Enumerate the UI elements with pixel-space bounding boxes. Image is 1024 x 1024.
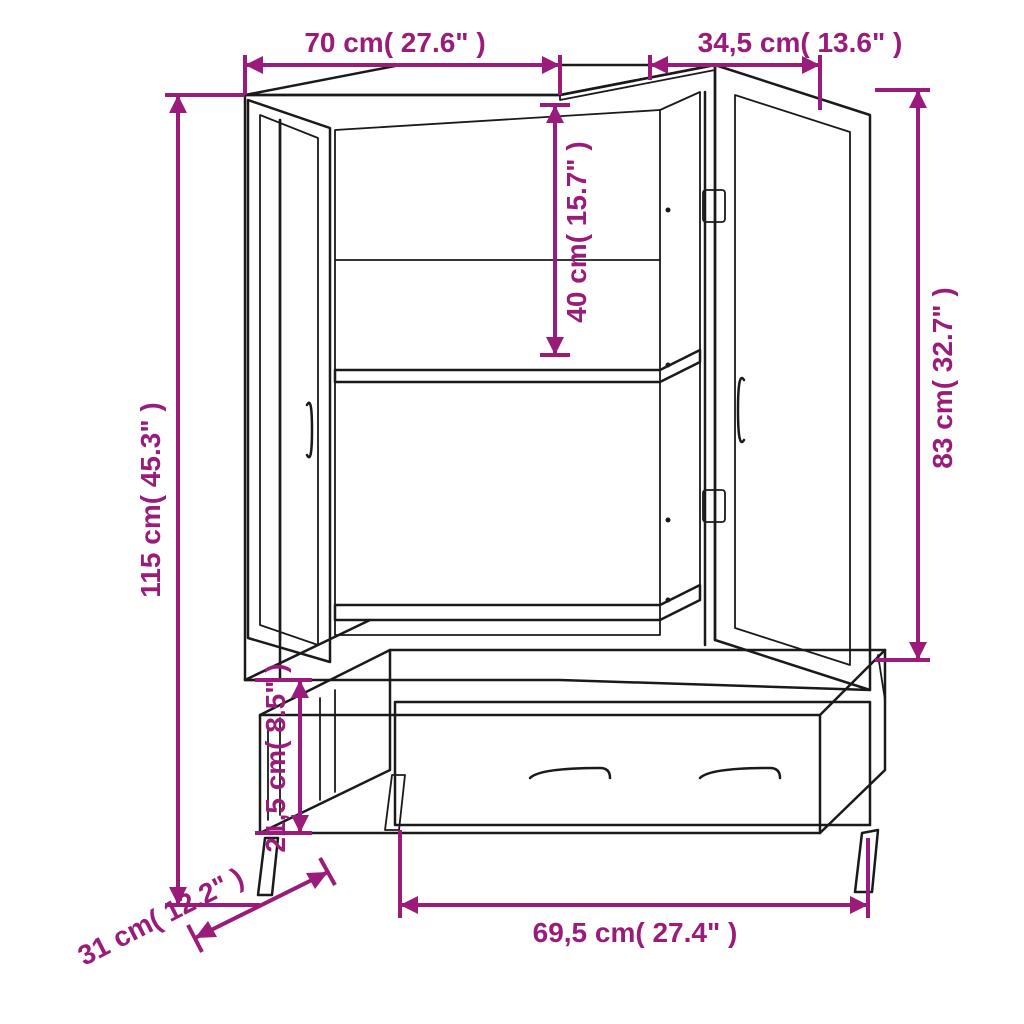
label-top-width: 70 cm( 27.6" )	[304, 27, 485, 58]
label-top-depth: 34,5 cm( 13.6" )	[698, 27, 903, 58]
label-total-height: 115 cm( 45.3" )	[135, 402, 166, 597]
label-bottom-width: 69,5 cm( 27.4" )	[533, 917, 738, 948]
dimension-diagram: 70 cm( 27.6" ) 34,5 cm( 13.6" ) 40 cm( 1…	[0, 0, 1024, 1024]
dimension-labels: 70 cm( 27.6" ) 34,5 cm( 13.6" ) 40 cm( 1…	[73, 27, 958, 972]
label-shelf-height: 40 cm( 15.7" )	[561, 141, 592, 322]
label-drawer-height: 21,5 cm( 8.5" )	[260, 663, 291, 852]
label-door-height: 83 cm( 32.7" )	[927, 287, 958, 468]
label-drawer-depth: 31 cm( 12.2" )	[73, 862, 249, 972]
